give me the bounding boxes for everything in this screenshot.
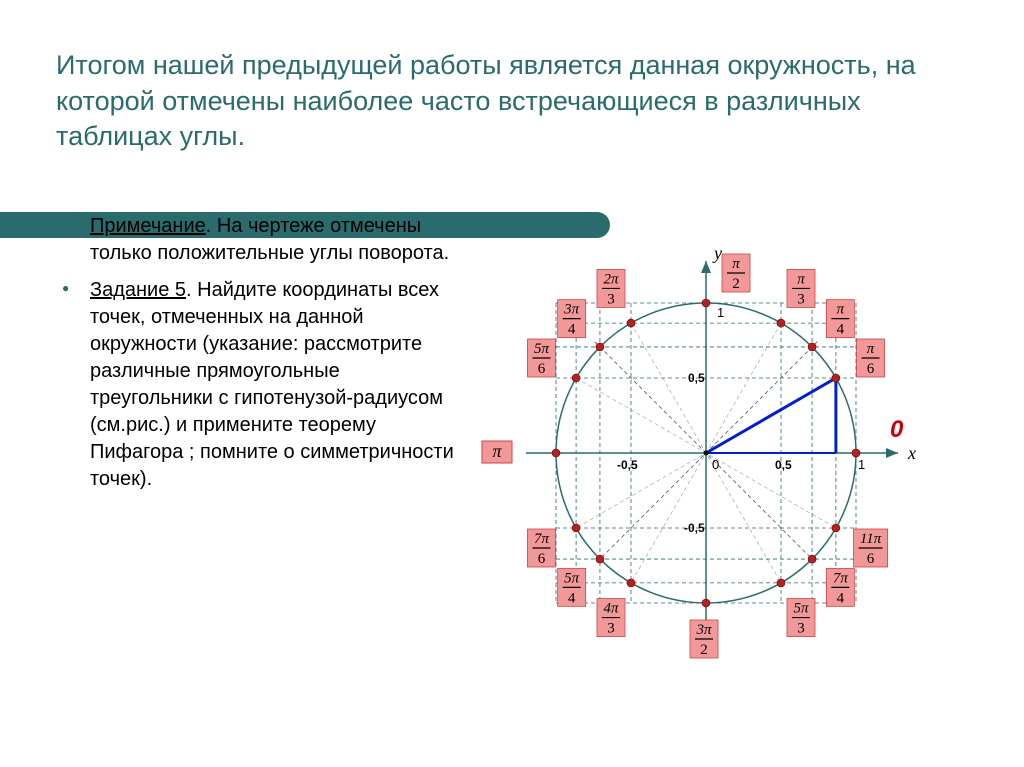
text-column: Примечание. На чертеже отмечены только п…: [56, 213, 456, 698]
svg-text:0: 0: [712, 457, 719, 472]
svg-text:2: 2: [732, 276, 740, 292]
svg-text:0,5: 0,5: [775, 458, 792, 472]
svg-text:3: 3: [607, 291, 615, 307]
note-label: Примечание: [90, 215, 206, 237]
svg-text:1: 1: [717, 305, 724, 320]
svg-text:6: 6: [538, 551, 546, 567]
svg-text:3: 3: [607, 620, 615, 636]
svg-text:0: 0: [890, 416, 904, 443]
svg-text:6: 6: [538, 361, 546, 377]
svg-text:6: 6: [867, 551, 875, 567]
svg-text:3π: 3π: [563, 302, 580, 318]
svg-text:π: π: [867, 341, 875, 357]
svg-text:0,5: 0,5: [688, 371, 705, 385]
diagram-column: xy0,5-0,50,5-0,511001π6π4π3π22π33π45π6π7…: [476, 213, 968, 698]
svg-text:5π: 5π: [793, 600, 809, 616]
svg-text:1: 1: [858, 457, 865, 472]
svg-text:4: 4: [568, 322, 576, 338]
svg-text:7π: 7π: [534, 531, 550, 547]
svg-text:5π: 5π: [534, 341, 550, 357]
svg-text:4π: 4π: [603, 600, 619, 616]
content-row: Примечание. На чертеже отмечены только п…: [56, 213, 968, 698]
svg-text:11π: 11π: [860, 531, 882, 547]
svg-text:6: 6: [867, 361, 875, 377]
task-label: Задание 5: [90, 279, 186, 301]
svg-text:x: x: [907, 443, 916, 463]
bullet-list: Примечание. На чертеже отмечены только п…: [90, 213, 456, 493]
svg-text:3π: 3π: [695, 622, 712, 638]
bullet-task: Задание 5. Найдите координаты всех точек…: [90, 277, 456, 493]
svg-text:2π: 2π: [603, 271, 619, 287]
slide: Итогом нашей предыдущей работы является …: [0, 0, 1024, 767]
svg-text:-0,5: -0,5: [617, 458, 638, 472]
svg-text:3: 3: [797, 620, 805, 636]
svg-text:4: 4: [568, 590, 576, 606]
svg-text:π: π: [837, 302, 845, 318]
bullet-note: Примечание. На чертеже отмечены только п…: [90, 213, 456, 267]
svg-text:5π: 5π: [564, 570, 580, 586]
svg-text:3: 3: [797, 291, 805, 307]
svg-text:-0,5: -0,5: [684, 521, 705, 535]
svg-text:7π: 7π: [833, 570, 849, 586]
svg-text:2: 2: [700, 642, 708, 658]
svg-text:y: y: [712, 243, 722, 263]
slide-title: Итогом нашей предыдущей работы является …: [56, 48, 968, 155]
svg-text:π: π: [732, 256, 740, 272]
task-text: . Найдите координаты всех точек, отмечен…: [90, 279, 454, 490]
svg-text:4: 4: [837, 322, 845, 338]
svg-text:4: 4: [837, 590, 845, 606]
svg-text:π: π: [797, 271, 805, 287]
svg-text:π: π: [492, 441, 502, 461]
unit-circle-diagram: xy0,5-0,50,5-0,511001π6π4π3π22π33π45π6π7…: [476, 213, 956, 693]
